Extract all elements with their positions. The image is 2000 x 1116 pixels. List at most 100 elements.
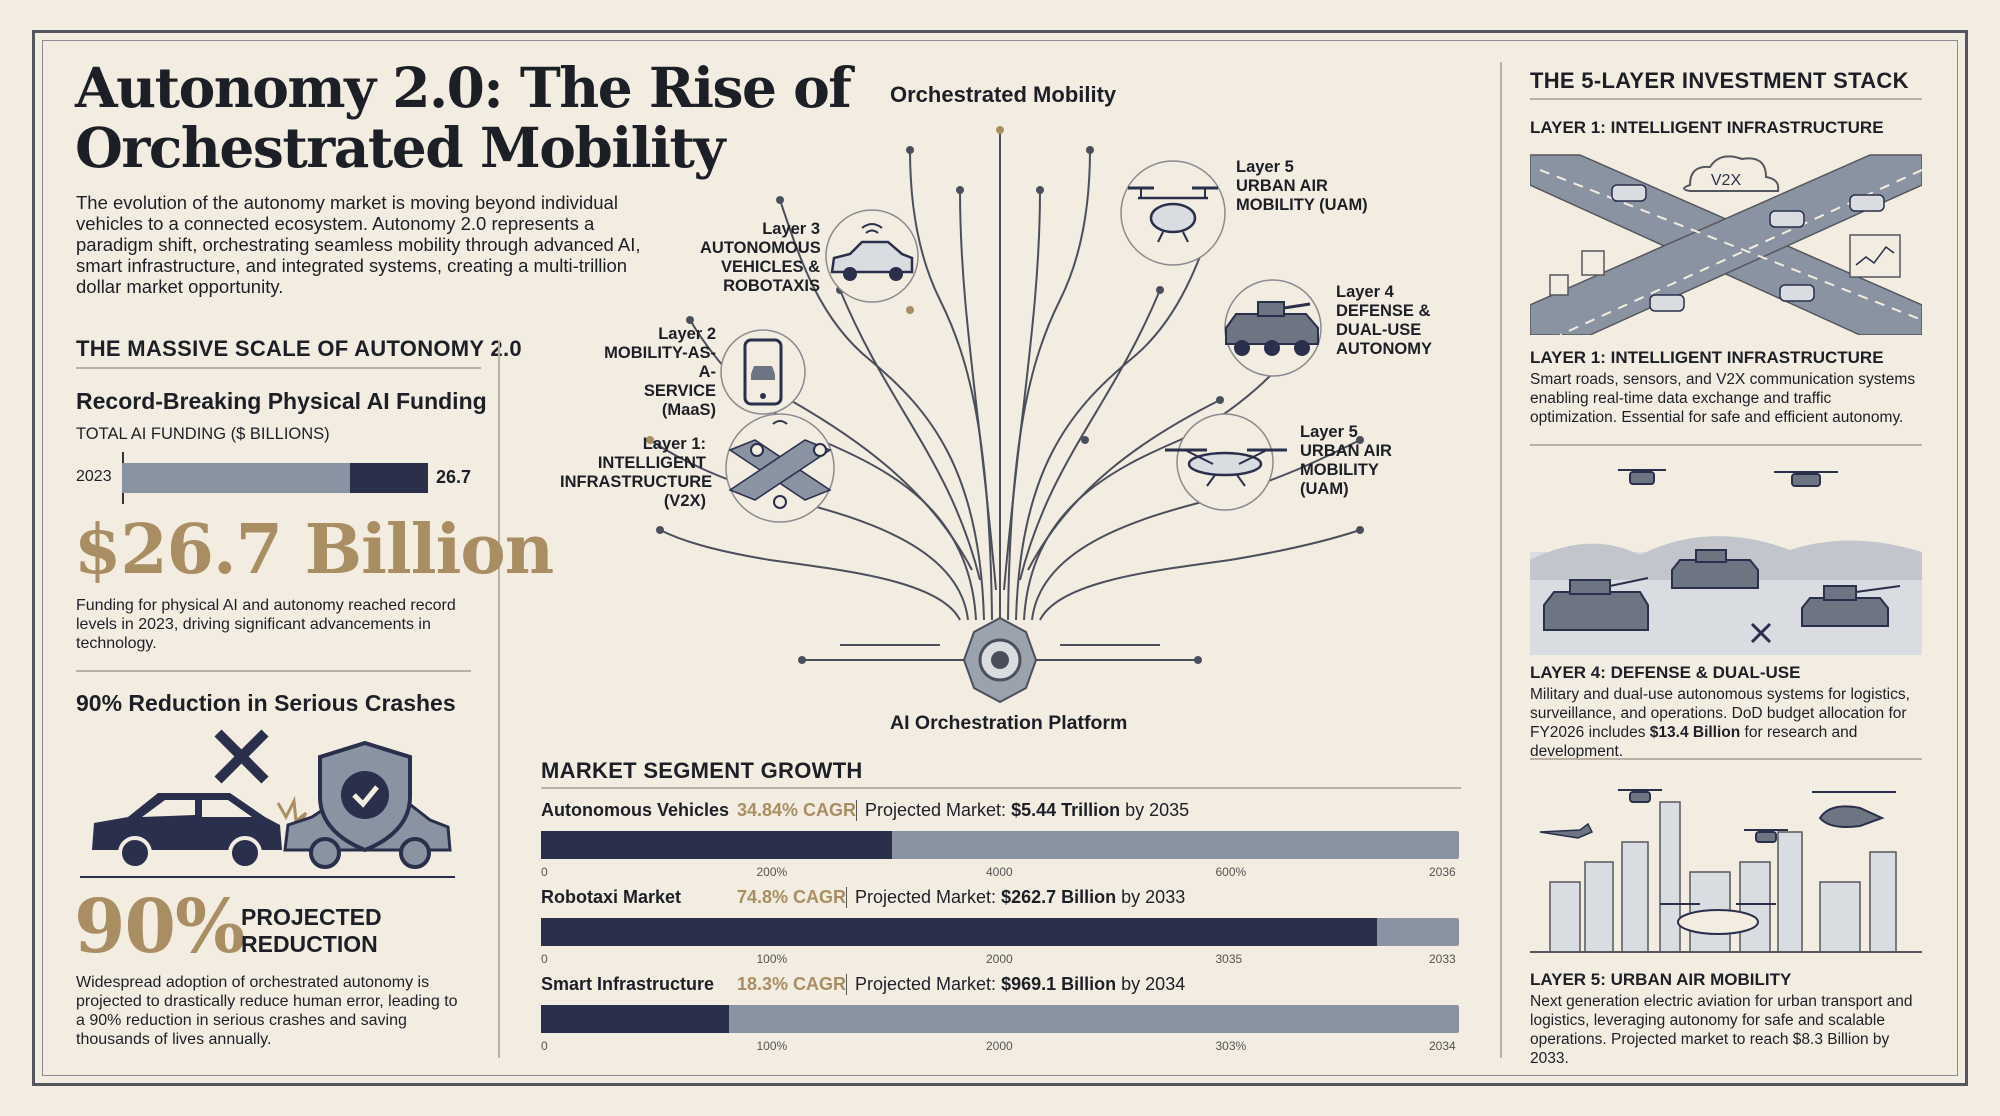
uam-plane-bubble <box>1165 413 1287 511</box>
segment-projection: Projected Market: $969.1 Billion by 2034 <box>846 974 1185 995</box>
segment-tick-label: 2036 <box>1429 865 1456 879</box>
layer3-label: Layer 3 AUTONOMOUS VEHICLES & ROBOTAXIS <box>700 220 821 296</box>
layer5-bottom-label: Layer 5 URBAN AIR MOBILITY (UAM) <box>1300 423 1392 499</box>
segment-bar-track <box>541 831 1459 859</box>
segment-tick-label: 3035 <box>1215 952 1243 966</box>
market-title: MARKET SEGMENT GROWTH <box>541 758 863 783</box>
segment-name: Smart Infrastructure <box>541 974 715 994</box>
x-mark-icon <box>214 729 269 784</box>
layer-number: Layer 3 <box>762 220 820 238</box>
segment-tick-label: 2000 <box>986 952 1013 966</box>
v2x-cloud-icon: V2X <box>1683 155 1780 192</box>
robotaxi-bubble <box>825 209 919 303</box>
divider <box>76 367 481 369</box>
layer-line: INTELLIGENT <box>597 454 706 472</box>
segment-projection: Projected Market: $5.44 Trillion by 2035 <box>856 800 1189 821</box>
projection-prefix: Projected Market: <box>855 887 997 907</box>
layer-number: Layer 1: <box>642 435 706 453</box>
projection-value: $969.1 Billion <box>1001 974 1117 994</box>
layer-line: AUTONOMOUS <box>700 239 821 257</box>
v2x-bubble <box>725 413 835 523</box>
armored-vehicle-icon <box>1225 301 1319 356</box>
layer-number: Layer 4 <box>1336 283 1394 301</box>
layer-line: AUTONOMY <box>1336 340 1432 358</box>
ai-platform-chip-icon <box>962 616 1038 704</box>
layer-number: Layer 5 <box>1300 423 1358 441</box>
layer-line: SERVICE (MaaS) <box>643 382 716 419</box>
funding-bar-highlight <box>350 463 428 493</box>
scale-section-title: THE MASSIVE SCALE OF AUTONOMY 2.0 <box>76 336 522 361</box>
projection-value: $5.44 Trillion <box>1011 800 1121 820</box>
layer-number: Layer 2 <box>658 325 716 343</box>
intro-paragraph: The evolution of the autonomy market is … <box>76 192 641 297</box>
divider <box>541 787 1461 789</box>
projection-value: $262.7 Billion <box>1001 887 1117 907</box>
divider <box>76 670 471 672</box>
page-title: Autonomy 2.0: The Rise of Orchestrated M… <box>75 55 852 180</box>
title-line-2: Orchestrated Mobility <box>75 115 725 180</box>
layer4-label: Layer 4 DEFENSE & DUAL-USE AUTONOMY <box>1336 283 1432 359</box>
layer1-label: Layer 1: INTELLIGENT INFRASTRUCTURE (V2X… <box>560 435 713 511</box>
layer-line: (V2X) <box>663 492 706 510</box>
tank-icons <box>1543 549 1901 631</box>
drone-icons <box>1618 789 1896 843</box>
evtol-aircraft-icon <box>1660 903 1776 935</box>
projection-prefix: Projected Market: <box>855 974 997 994</box>
layer4-body-highlight: $13.4 Billion <box>1649 724 1741 741</box>
layer1-caption: LAYER 1: INTELLIGENT INFRASTRUCTURE <box>1530 348 1884 367</box>
segment-tick-label: 600% <box>1215 865 1247 879</box>
divider <box>1530 98 1922 100</box>
layer-line: MOBILITY (UAM) <box>1236 196 1368 214</box>
plane-icon <box>1539 822 1594 839</box>
divider <box>1530 444 1922 446</box>
divider <box>1530 758 1922 760</box>
layer1-heading: LAYER 1: INTELLIGENT INFRASTRUCTURE <box>1530 118 1884 137</box>
uam-drone-bubble <box>1120 160 1226 266</box>
segment-tick-label: 2034 <box>1429 1039 1456 1053</box>
layer-line: MOBILITY <box>1300 461 1379 479</box>
segment-tick-label: 200% <box>756 865 788 879</box>
platform-label: AI Orchestration Platform <box>890 712 1128 734</box>
segment-tick-label: 0 <box>541 952 548 966</box>
funding-year: 2023 <box>76 468 112 485</box>
outer-frame <box>32 30 1968 1086</box>
segment-tick-label: 100% <box>756 1039 788 1053</box>
urban-air-illustration <box>1530 789 1922 953</box>
segment-cagr: 18.3% CAGR <box>737 974 847 994</box>
segment-bar-track <box>541 918 1459 946</box>
layer-line: URBAN AIR <box>1236 177 1328 195</box>
layer5-top-label: Layer 5 URBAN AIR MOBILITY (UAM) <box>1236 158 1368 215</box>
segment-cagr: 34.84% CAGR <box>737 800 857 820</box>
layer-line: URBAN AIR <box>1300 442 1392 460</box>
layer2-label: Layer 2 MOBILITY-AS-A- SERVICE (MaaS) <box>588 325 716 420</box>
layer-line: DUAL-USE <box>1336 321 1422 339</box>
layer4-body: Military and dual-use autonomous systems… <box>1530 685 1925 761</box>
segment-tick-label: 303% <box>1215 1039 1247 1053</box>
segment-tick-label: 2033 <box>1429 952 1456 966</box>
segment-tick-label: 100% <box>756 952 788 966</box>
air-taxi-icon <box>1128 186 1218 243</box>
layer-line: VEHICLES & <box>720 258 820 276</box>
robotaxi-car-icon <box>830 223 914 281</box>
car-icons <box>1611 184 1885 312</box>
layer-line: MOBILITY-AS-A- <box>604 344 716 381</box>
segment-projection: Projected Market: $262.7 Billion by 2033 <box>846 887 1185 908</box>
segment-tick-label: 0 <box>541 865 548 879</box>
segment-name: Robotaxi Market <box>541 887 682 907</box>
layer-line: INFRASTRUCTURE <box>560 473 713 491</box>
layer-number: Layer 5 <box>1236 158 1294 176</box>
segment-bar-fill <box>541 1005 730 1033</box>
title-line-1: Autonomy 2.0: The Rise of <box>75 55 852 120</box>
segment-name: Autonomous Vehicles <box>541 800 730 820</box>
crash-body: Widespread adoption of orchestrated auto… <box>76 974 458 1048</box>
layer-line: DEFENSE & <box>1336 302 1431 320</box>
maas-bubble <box>720 329 806 415</box>
traffic-sign-icons <box>1549 234 1901 296</box>
crash-label-line-1: PROJECTED <box>241 904 382 930</box>
intersection-icon <box>728 420 832 509</box>
v2x-intersection-illustration: V2X <box>1530 154 1922 335</box>
segment-bar-track <box>541 1005 1459 1033</box>
crash-big-number: 90% <box>74 884 245 970</box>
smartphone-icon <box>743 338 783 406</box>
funding-big-number: $26.7 Billion <box>74 510 554 590</box>
